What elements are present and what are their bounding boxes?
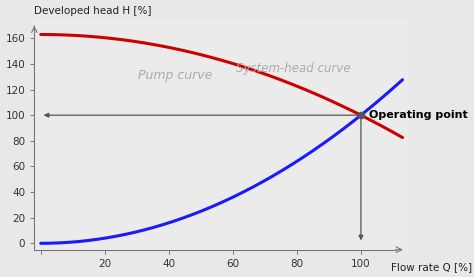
X-axis label: Flow rate Q [%]: Flow rate Q [%] [391,262,472,272]
Text: Pump curve: Pump curve [138,69,212,82]
Text: Operating point: Operating point [369,110,468,120]
Text: Developed head H [%]: Developed head H [%] [34,6,152,16]
Text: System-head curve: System-head curve [237,62,351,75]
